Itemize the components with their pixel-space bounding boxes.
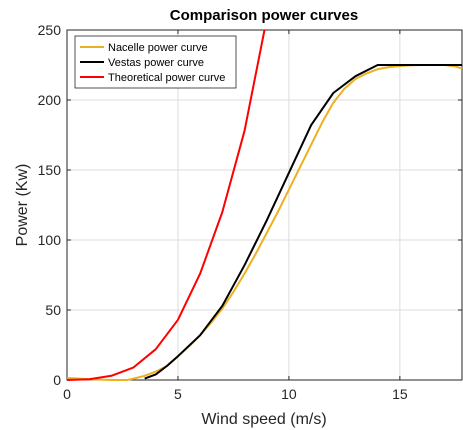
x-tick-label: 10	[281, 386, 297, 402]
y-tick-label: 200	[38, 92, 62, 108]
y-tick-label: 150	[38, 162, 62, 178]
x-axis-label: Wind speed (m/s)	[201, 411, 326, 428]
series-line-3	[66, 29, 266, 381]
x-tick-label: 0	[63, 386, 71, 402]
legend-entry-label: Nacelle power curve	[108, 42, 208, 54]
x-tick-label: 5	[174, 386, 182, 402]
y-tick-label: 250	[38, 22, 62, 38]
series-line-2	[144, 64, 462, 380]
grid	[67, 30, 462, 380]
x-tick-label: 15	[392, 386, 408, 402]
legend-entry-label: Theoretical power curve	[108, 72, 225, 84]
legend: Nacelle power curve Vestas power curve The…	[74, 35, 237, 89]
y-tick-label: 0	[53, 372, 61, 388]
chart-title: Comparison power curves	[170, 7, 358, 24]
y-axis-label: Power (Kw)	[14, 164, 31, 247]
series-lines	[66, 29, 463, 381]
legend-entry-label: Vestas power curve	[108, 57, 204, 69]
y-tick-label: 100	[38, 232, 62, 248]
series-line-1	[66, 64, 463, 381]
y-tick-label: 50	[45, 302, 61, 318]
